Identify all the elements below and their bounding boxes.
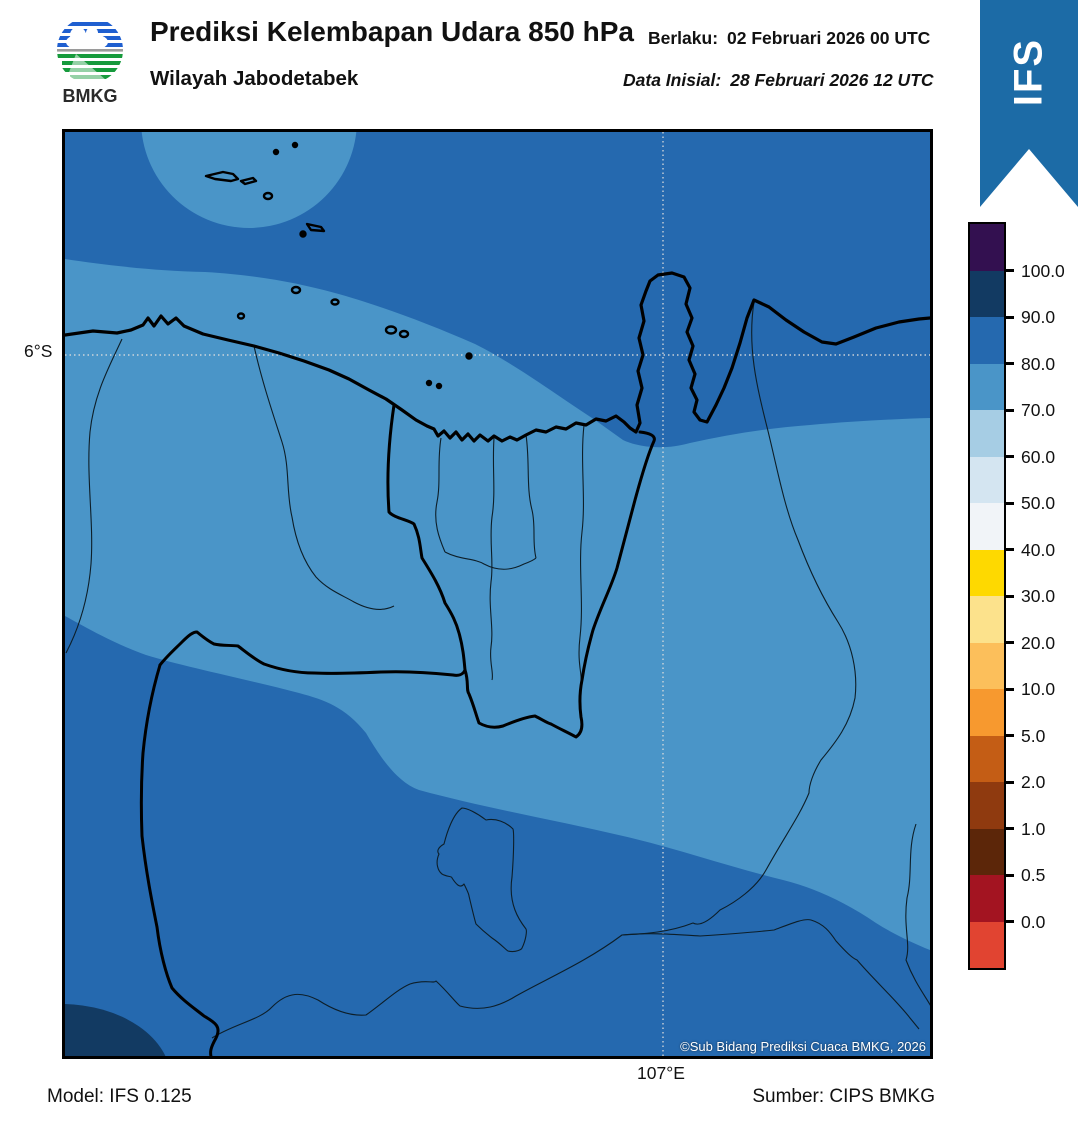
colorbar-segment xyxy=(970,317,1004,364)
valid-time-label: Berlaku: xyxy=(648,28,719,48)
latitude-tick-label: 6°S xyxy=(24,341,53,361)
islands xyxy=(204,141,473,390)
colorbar-segment xyxy=(970,921,1004,968)
init-time-row: Data Inisial: 28 Februari 2026 12 UTC xyxy=(623,70,934,91)
colorbar-tick-label: 5.0 xyxy=(1021,725,1046,746)
colorbar-tick-mark xyxy=(1004,455,1014,458)
map-copyright: ©Sub Bidang Prediksi Cuaca BMKG, 2026 xyxy=(680,1039,926,1054)
colorbar xyxy=(968,222,1006,970)
colorbar-segment xyxy=(970,410,1004,457)
colorbar-tick-mark xyxy=(1004,408,1014,412)
coastline-path xyxy=(65,271,930,443)
colorbar-segment xyxy=(970,642,1004,689)
map-panel: ©Sub Bidang Prediksi Cuaca BMKG, 2026 xyxy=(62,129,933,1059)
colorbar-tick-mark xyxy=(1004,548,1014,551)
colorbar-segment xyxy=(970,503,1004,550)
ifs-model-ribbon: IFS xyxy=(980,0,1078,207)
map-canvas xyxy=(65,132,930,1056)
colorbar-tick-mark xyxy=(1004,920,1014,923)
colorbar-segment xyxy=(970,596,1004,643)
colorbar-segment xyxy=(970,549,1004,596)
colorbar-tick-mark xyxy=(1004,269,1014,272)
colorbar-tick-label: 20.0 xyxy=(1021,632,1056,653)
colorbar-tick-label: 1.0 xyxy=(1021,818,1046,839)
colorbar-segment xyxy=(970,456,1004,503)
colorbar-segment xyxy=(970,224,1004,271)
colorbar-tick-mark xyxy=(1004,362,1014,365)
colorbar-tick-mark xyxy=(1004,594,1014,598)
colorbar-tick-mark xyxy=(1004,827,1014,830)
colorbar-tick-mark xyxy=(1004,734,1014,737)
colorbar-tick-label: 90.0 xyxy=(1021,307,1056,327)
source-label: Sumber: CIPS BMKG xyxy=(752,1086,935,1107)
colorbar-tick-label: 2.0 xyxy=(1021,772,1046,792)
humidity-band-90-100 xyxy=(65,1004,166,1056)
colorbar-segment xyxy=(970,689,1004,736)
colorbar-tick-label: 60.0 xyxy=(1021,446,1056,467)
bmkg-logo: BMKG xyxy=(57,17,123,106)
valid-time-row: Berlaku: 02 Februari 2026 00 UTC xyxy=(648,28,930,49)
colorbar-tick-label: 0.5 xyxy=(1021,865,1046,885)
valid-time-value: 02 Februari 2026 00 UTC xyxy=(727,28,931,48)
colorbar-tick-label: 0.0 xyxy=(1021,911,1046,932)
colorbar-segment xyxy=(970,735,1004,782)
bmkg-logo-text: BMKG xyxy=(63,86,118,106)
humidity-band-70-80-main xyxy=(65,259,930,950)
colorbar-tick-label: 50.0 xyxy=(1021,493,1056,513)
colorbar-tick-label: 70.0 xyxy=(1021,400,1056,420)
ifs-ribbon-label: IFS xyxy=(1006,37,1051,107)
model-label: Model: IFS 0.125 xyxy=(47,1086,192,1107)
colorbar-tick-label: 100.0 xyxy=(1021,260,1065,281)
colorbar-tick-label: 10.0 xyxy=(1021,679,1056,699)
init-time-value: 28 Februari 2026 12 UTC xyxy=(730,70,934,90)
district-borders xyxy=(65,301,930,1039)
colorbar-segment xyxy=(970,363,1004,410)
colorbar-ticks: 100.0 90.0 80.0 70.0 60.0 50.0 40.0 30.0 20.0 10.… xyxy=(1004,224,1080,968)
colorbar-tick-label: 30.0 xyxy=(1021,586,1056,606)
colorbar-segment xyxy=(970,270,1004,317)
bmkg-logo-emblem xyxy=(57,17,123,83)
colorbar-segment xyxy=(970,875,1004,922)
colorbar-segment xyxy=(970,828,1004,875)
colorbar-tick-mark xyxy=(1004,315,1014,319)
colorbar-segment xyxy=(970,782,1004,829)
province-borders xyxy=(139,403,656,1056)
colorbar-tick-label: 80.0 xyxy=(1021,353,1056,374)
graticule xyxy=(65,132,930,1056)
region-subtitle: Wilayah Jabodetabek xyxy=(150,67,359,90)
colorbar-tick-mark xyxy=(1004,687,1014,691)
colorbar-tick-mark xyxy=(1004,780,1014,784)
colorbar-tick-mark xyxy=(1004,641,1014,644)
colorbar-tick-mark xyxy=(1004,873,1014,877)
longitude-tick-label: 107°E xyxy=(637,1063,685,1083)
colorbar-tick-label: 40.0 xyxy=(1021,539,1056,560)
page-title: Prediksi Kelembapan Udara 850 hPa xyxy=(150,16,634,47)
colorbar-tick-mark xyxy=(1004,501,1014,505)
init-time-label: Data Inisial: xyxy=(623,70,722,90)
